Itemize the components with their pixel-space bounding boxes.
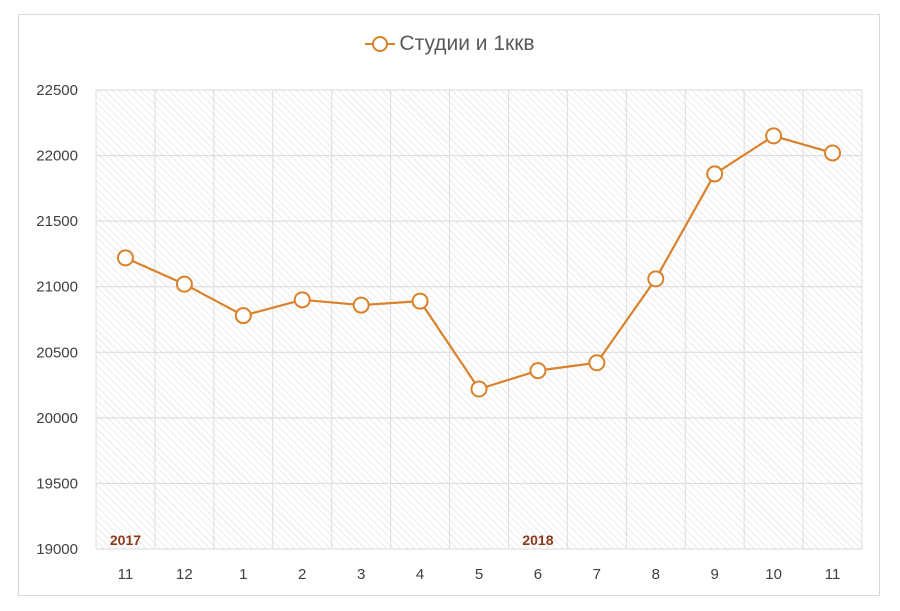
x-tick-label: 6 xyxy=(534,566,542,583)
x-tick-label: 3 xyxy=(357,566,365,583)
x-tick-label: 11 xyxy=(825,566,841,583)
data-point xyxy=(588,354,606,372)
x-tick-label: 2 xyxy=(298,566,306,583)
legend: Студии и 1ккв xyxy=(0,30,900,58)
x-tick-label: 9 xyxy=(711,566,719,583)
legend-label: Студии и 1ккв xyxy=(399,32,535,55)
y-tick-label: 21000 xyxy=(36,279,78,296)
plot-area xyxy=(96,90,862,549)
y-tick-label: 22500 xyxy=(36,82,78,99)
data-point xyxy=(647,270,665,288)
data-point xyxy=(411,292,429,310)
data-point xyxy=(116,249,134,267)
x-tick-label: 5 xyxy=(475,566,483,583)
legend-marker-icon xyxy=(365,36,396,52)
x-tick-label: 11 xyxy=(118,566,134,583)
x-tick-label: 1 xyxy=(239,566,247,583)
y-tick-label: 19000 xyxy=(36,541,78,558)
data-point xyxy=(293,291,311,309)
x-tick-label: 8 xyxy=(652,566,660,583)
y-tick-label: 21500 xyxy=(36,213,78,230)
y-tick-label: 19500 xyxy=(36,475,78,492)
data-point xyxy=(529,362,547,380)
data-point xyxy=(234,307,252,325)
data-point xyxy=(706,165,724,183)
y-tick-label: 20500 xyxy=(36,344,78,361)
x-tick-label: 4 xyxy=(416,566,424,583)
data-point xyxy=(470,380,488,398)
y-tick-label: 20000 xyxy=(36,410,78,427)
year-label: 2018 xyxy=(522,532,553,548)
x-tick-label: 7 xyxy=(593,566,601,583)
data-point xyxy=(175,275,193,293)
x-tick-label: 10 xyxy=(765,566,782,583)
data-point xyxy=(765,127,783,145)
year-label: 2017 xyxy=(110,532,141,548)
data-point xyxy=(824,144,842,162)
x-tick-label: 12 xyxy=(176,566,193,583)
data-point xyxy=(352,296,370,314)
y-tick-label: 22000 xyxy=(36,148,78,165)
